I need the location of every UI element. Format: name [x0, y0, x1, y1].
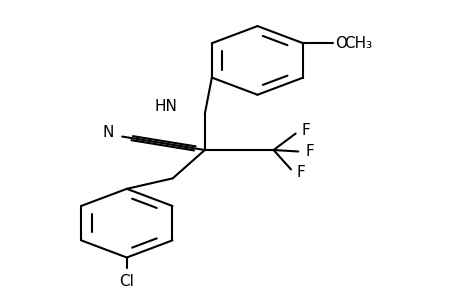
Text: F: F — [301, 123, 309, 138]
Text: O: O — [335, 36, 347, 51]
Text: F: F — [296, 165, 305, 180]
Text: N: N — [102, 124, 114, 140]
Text: CH₃: CH₃ — [344, 36, 372, 51]
Text: HN: HN — [154, 99, 177, 114]
Text: F: F — [305, 144, 314, 159]
Text: Cl: Cl — [119, 274, 134, 289]
